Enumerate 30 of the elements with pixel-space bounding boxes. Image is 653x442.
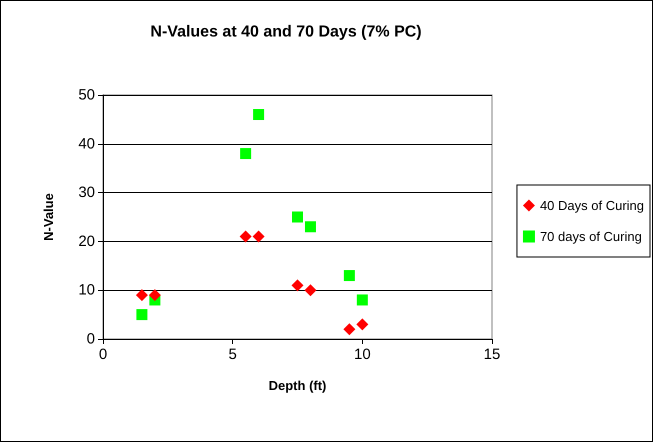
y-tick-label: 10 [78,282,95,299]
x-tick-label: 5 [228,346,237,363]
legend-label: 40 Days of Curing [540,198,644,213]
point [304,284,316,296]
y-tick-label: 30 [78,184,95,202]
chart-title: N-Values at 40 and 70 Days (7% PC) [150,24,422,40]
point [292,279,304,292]
point [240,230,252,243]
y-tick-label: 40 [78,135,95,152]
point [292,212,303,222]
y-tick-label: 20 [78,232,95,250]
point [343,323,356,336]
x-tick-label: 0 [98,346,108,363]
point [148,289,161,302]
x-axis-title: Depth (ft) [268,378,326,393]
y-axis-title: N-Value [41,193,56,241]
point [344,270,355,282]
point [136,289,148,302]
legend-label: 70 days of Curing [540,229,642,244]
point [252,230,265,243]
x-tick-label: 10 [354,346,371,363]
x-tick-label: 15 [484,346,500,363]
point [240,148,252,160]
point [356,318,368,330]
y-tick-label: 50 [78,86,95,104]
point [356,294,368,306]
point [136,309,148,320]
point [304,221,316,232]
point [253,109,264,120]
y-tick-label: 0 [86,330,95,348]
